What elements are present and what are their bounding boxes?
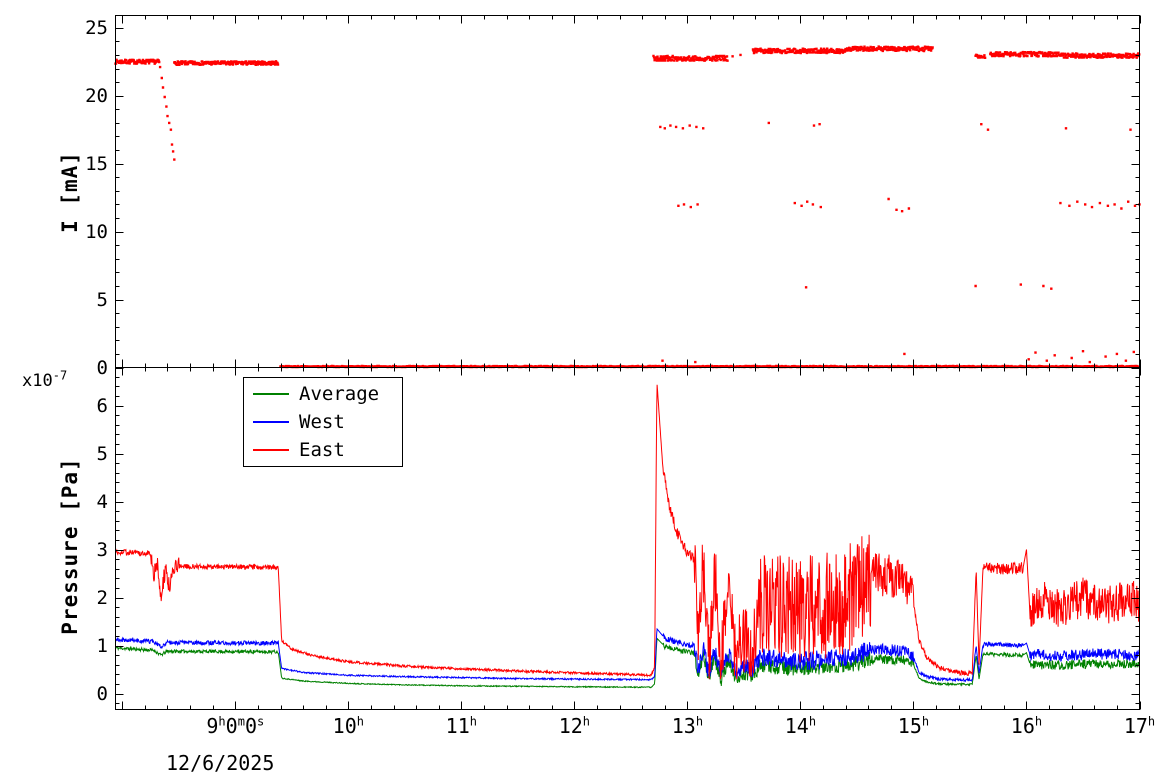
current-scatter-series [114, 45, 1141, 369]
date-label: 12/6/2025 [166, 751, 275, 775]
legend-rows: Average West East [244, 380, 402, 464]
y-tick-label-current: 15 [85, 152, 108, 175]
y-tick-label-current: 10 [85, 220, 108, 243]
y-tick-label-current: 5 [96, 288, 108, 311]
pressure-scale-label: x10-7 [22, 368, 68, 391]
y-tick-label-pressure: 5 [96, 442, 108, 465]
legend-item-east: East [244, 436, 402, 464]
scale-exponent: -7 [52, 368, 68, 383]
x-tick-superscript: h [1034, 714, 1043, 729]
x-tick-label: 13h [671, 714, 704, 738]
pressure-line-east [115, 384, 1140, 680]
x-tick-superscript: s [256, 714, 265, 729]
pressure-line-west [115, 627, 1140, 683]
legend-item-west: West [244, 408, 402, 436]
legend-item-average: Average [244, 380, 402, 408]
y-tick-label-pressure: 1 [96, 634, 108, 657]
x-tick-label: 17h [1123, 714, 1156, 738]
panel-frames [115, 15, 1140, 710]
x-tick-superscript: h [921, 714, 930, 729]
y-tick-label-pressure: 6 [96, 394, 108, 417]
legend: Average West East [243, 377, 403, 467]
y-tick-label-current: 0 [96, 356, 108, 379]
pressure-line-average [115, 637, 1140, 689]
x-tick-superscript: h [218, 714, 226, 729]
x-tick-superscript: h [356, 714, 364, 729]
tick-marks [115, 15, 1141, 710]
x-tick-superscript: m [237, 714, 245, 729]
legend-line-sample [253, 421, 289, 423]
x-tick-superscript: h [695, 714, 704, 729]
y-tick-label-pressure: 0 [96, 682, 108, 705]
y-tick-label-pressure: 2 [96, 586, 108, 609]
legend-label: West [299, 411, 345, 433]
x-tick-superscript: h [808, 714, 817, 729]
y-axis-label-pressure: Pressure [Pa] [58, 457, 82, 635]
legend-label: Average [299, 383, 380, 405]
x-tick-label: 16h [1010, 714, 1043, 738]
scale-mantissa: x10 [22, 371, 53, 391]
y-tick-label-current: 25 [85, 16, 108, 39]
legend-line-sample [253, 393, 289, 395]
x-tick-label: 14h [784, 714, 817, 738]
x-tick-label: 12h [558, 714, 591, 738]
x-tick-label: 11h [445, 714, 478, 738]
x-tick-superscript: h [582, 714, 591, 729]
x-tick-label: 15h [897, 714, 930, 738]
y-tick-label-current: 20 [85, 84, 108, 107]
y-tick-label-pressure: 4 [96, 490, 108, 513]
x-tick-label: 10h [332, 714, 364, 738]
x-tick-superscript: h [1147, 714, 1156, 729]
pressure-series-group [115, 384, 1140, 689]
y-axis-label-current: I [mA] [58, 151, 82, 233]
legend-label: East [299, 439, 345, 461]
x-tick-superscript: h [469, 714, 478, 729]
legend-line-sample [253, 449, 289, 451]
y-tick-label-pressure: 3 [96, 538, 108, 561]
x-tick-label: 9h0m0s [206, 714, 265, 738]
